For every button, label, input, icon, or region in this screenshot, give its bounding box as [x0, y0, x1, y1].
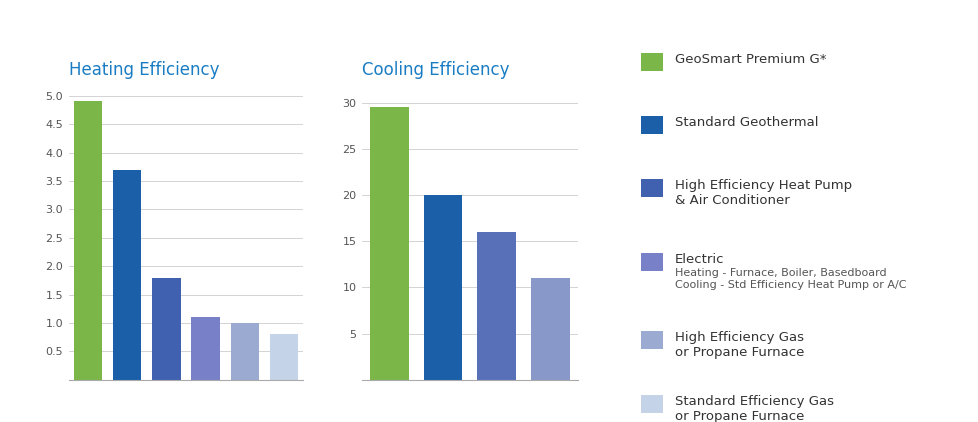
Text: GeoSmart Premium G*: GeoSmart Premium G* [674, 53, 825, 66]
Bar [423, 195, 462, 380]
Bar [113, 170, 141, 380]
Bar [74, 101, 102, 380]
Text: Electric: Electric [674, 253, 724, 266]
Bar [231, 323, 258, 380]
Bar [270, 334, 297, 380]
Bar [370, 108, 408, 380]
Text: Heating Efficiency: Heating Efficiency [68, 61, 219, 78]
Text: Standard Geothermal: Standard Geothermal [674, 116, 818, 129]
Text: Cooling - Std Efficiency Heat Pump or A/C: Cooling - Std Efficiency Heat Pump or A/… [674, 280, 906, 290]
Text: & Air Conditioner: & Air Conditioner [674, 195, 789, 207]
Bar [531, 278, 569, 380]
Text: or Propane Furnace: or Propane Furnace [674, 410, 804, 422]
Bar [153, 278, 180, 380]
Text: High Efficiency Heat Pump: High Efficiency Heat Pump [674, 179, 851, 192]
Text: or Propane Furnace: or Propane Furnace [674, 346, 804, 359]
Bar [192, 317, 219, 380]
Bar [477, 232, 515, 380]
Text: Heating - Furnace, Boiler, Basedboard: Heating - Furnace, Boiler, Basedboard [674, 268, 886, 278]
Text: High Efficiency Gas: High Efficiency Gas [674, 331, 803, 344]
Text: Standard Efficiency Gas: Standard Efficiency Gas [674, 395, 833, 408]
Text: Cooling Efficiency: Cooling Efficiency [362, 61, 510, 78]
